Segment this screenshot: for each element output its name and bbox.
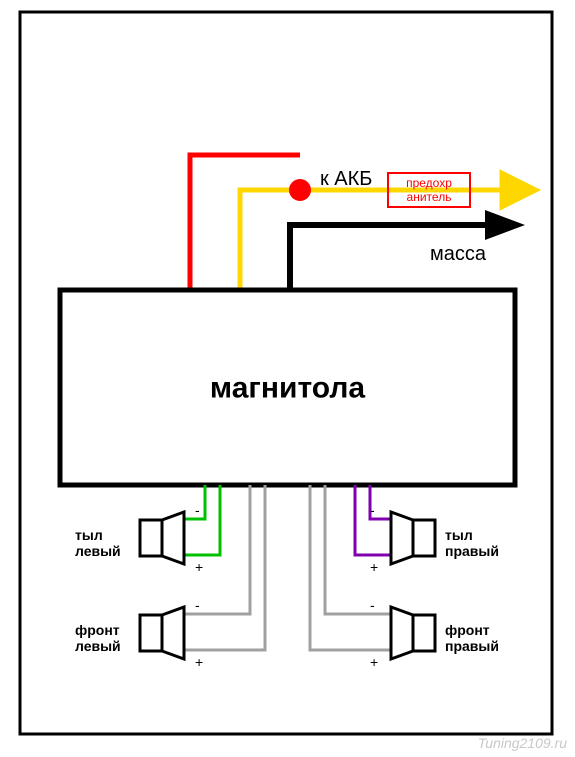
speaker-rear-left-minus: - — [195, 502, 200, 518]
speaker-front-left-box — [140, 615, 162, 651]
speaker-rear-left-label-2: левый — [75, 543, 121, 559]
speaker-front-right-label-1: фронт — [445, 622, 490, 638]
speaker-rear-left-cone — [162, 512, 184, 564]
label-massa: масса — [430, 243, 487, 265]
wire-red — [190, 155, 300, 290]
fuse-label-1: предохр — [406, 176, 452, 190]
speaker-rear-right-label-1: тыл — [445, 527, 473, 543]
speaker-rear-left-plus: + — [195, 559, 203, 575]
junction-dot — [289, 179, 311, 201]
speaker-front-right-cone — [391, 607, 413, 659]
speaker-rear-right-plus: + — [370, 559, 378, 575]
wiring-diagram: к АКБпредохранительмассамагнитолатыллевы… — [0, 0, 575, 757]
speaker-front-right-minus: - — [370, 597, 375, 613]
diagram-container: к АКБпредохранительмассамагнитолатыллевы… — [0, 0, 575, 757]
speaker-front-right-box — [413, 615, 435, 651]
label-akb: к АКБ — [320, 168, 372, 190]
arrow-black — [485, 210, 525, 240]
arrow-yellow — [500, 170, 540, 210]
speaker-front-left-label-1: фронт — [75, 622, 120, 638]
speaker-rear-right-cone — [391, 512, 413, 564]
speaker-rear-left-label-1: тыл — [75, 527, 103, 543]
speaker-rear-right-box — [413, 520, 435, 556]
wire-yellow — [240, 190, 500, 290]
speaker-front-right-wire-neg — [325, 485, 390, 614]
fuse-label-2: анитель — [407, 190, 452, 204]
watermark: Tuning2109.ru — [478, 735, 567, 751]
speaker-front-left-label-2: левый — [75, 638, 121, 654]
speaker-rear-right-label-2: правый — [445, 543, 499, 559]
speaker-rear-right-minus: - — [370, 502, 375, 518]
speaker-rear-left-box — [140, 520, 162, 556]
speaker-front-left-plus: + — [195, 654, 203, 670]
speaker-front-left-minus: - — [195, 597, 200, 613]
main-unit-label: магнитола — [210, 372, 365, 405]
speaker-front-right-plus: + — [370, 654, 378, 670]
speaker-front-left-cone — [162, 607, 184, 659]
speaker-front-right-label-2: правый — [445, 638, 499, 654]
